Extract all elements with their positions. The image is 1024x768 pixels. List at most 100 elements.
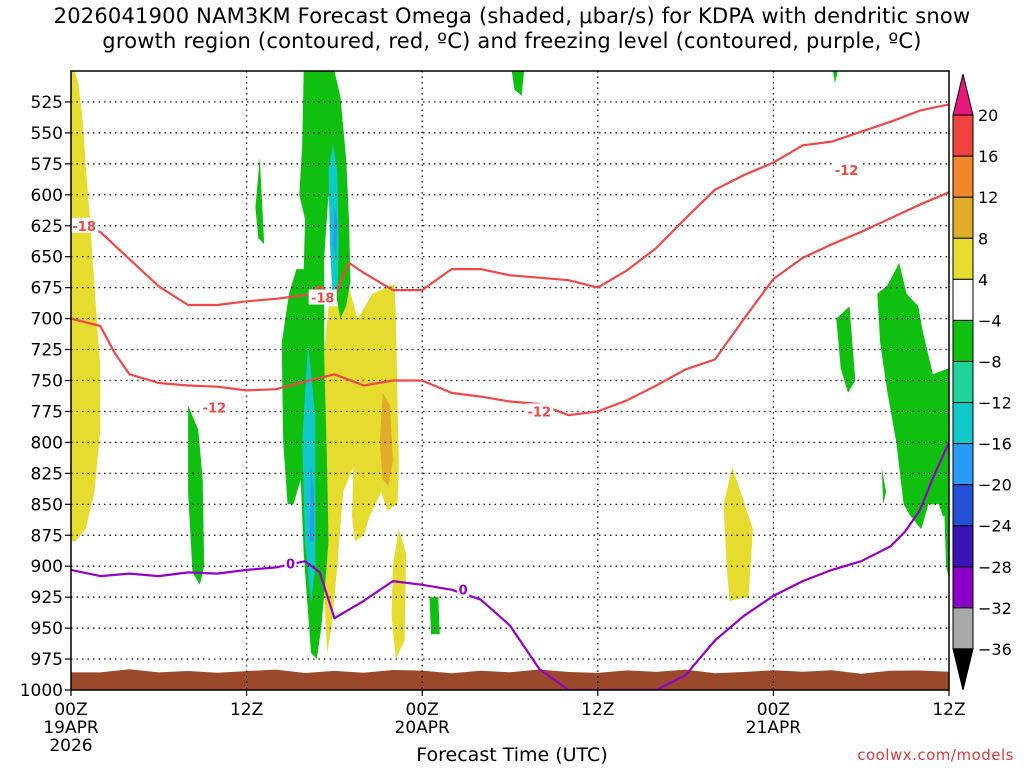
omega-region-18	[332, 207, 338, 257]
y-tick-label-575: 575	[31, 155, 63, 175]
omega-region-7	[188, 405, 205, 585]
colorbar-box-2	[952, 155, 974, 198]
colorbar-label-9: −20	[978, 476, 1012, 495]
colorbar-label-13: −36	[978, 640, 1012, 659]
colorbar-label-6: −8	[978, 352, 1002, 371]
colorbar-label-10: −24	[978, 517, 1012, 536]
y-tick-label-825: 825	[31, 464, 63, 484]
contour-label-4: -12	[835, 164, 859, 179]
contour-label-3: -12	[528, 405, 552, 420]
credit-text: coolwx.com/models	[857, 746, 1014, 764]
y-tick-label-775: 775	[31, 402, 63, 422]
y-tick-label-925: 925	[31, 588, 63, 608]
omega-shading	[71, 71, 949, 659]
colorbar-box-7	[952, 360, 974, 404]
omega-region-11	[836, 306, 856, 393]
y-tick-label-975: 975	[31, 650, 63, 670]
y-tick-label-700: 700	[31, 310, 63, 330]
ground-fill	[71, 669, 949, 690]
plot-frame	[70, 70, 950, 691]
colorbar-bottom-arrow	[952, 648, 974, 691]
contour-label-bg-6	[457, 581, 470, 597]
colorbar-box-4	[952, 237, 974, 280]
omega-region-2	[391, 529, 407, 659]
omega-region-10	[832, 71, 838, 84]
x-tick-label-60: 12Z	[932, 700, 965, 720]
colorbar-box-8	[952, 402, 974, 445]
contour-label-bg-0	[70, 217, 99, 233]
y-axis: 525 550 575 600 625 650 675 700 725 750 775 800 825 8…	[20, 93, 71, 701]
colorbar-box-9	[952, 443, 974, 486]
y-tick-label-675: 675	[31, 279, 63, 299]
x-tick-label-36: 12Z	[581, 700, 614, 720]
contour-label-bg-5	[284, 555, 297, 571]
colorbar-box-3	[952, 196, 974, 239]
contour-0	[71, 103, 949, 307]
omega-region-17	[309, 467, 314, 542]
x-tick-label-24: 00Z	[406, 700, 439, 720]
colorbar-box-1	[952, 114, 974, 157]
omega-region-8	[429, 597, 440, 635]
y-tick-label-1000: 1000	[20, 681, 63, 701]
y-tick-label-900: 900	[31, 557, 63, 577]
x-tick-label-0: 00Z	[54, 700, 87, 720]
contour-label-1: -18	[311, 292, 335, 307]
colorbar-label-2: 12	[978, 188, 998, 207]
colorbar-box-5	[952, 278, 974, 321]
x-date-label-0: 19APR	[43, 718, 99, 738]
contour-label-6: 0	[459, 584, 468, 599]
y-tick-label-650: 650	[31, 248, 63, 268]
colorbar-label-11: −28	[978, 558, 1012, 577]
omega-region-4	[379, 392, 393, 486]
colorbar-label-0: 20	[978, 106, 998, 125]
omega-region-6	[255, 157, 265, 245]
ground-layer	[71, 669, 949, 690]
title-line-1: 2026041900 NAM3KM Forecast Omega (shaded…	[53, 4, 971, 28]
colorbar-top-arrow	[952, 73, 974, 116]
colorbar-box-6	[952, 319, 974, 362]
y-tick-label-600: 600	[31, 186, 63, 206]
contour-label-bg-1	[308, 289, 337, 305]
x-date-label-48: 21APR	[746, 718, 802, 738]
contour-2	[71, 439, 949, 690]
contour-labels: -18 -18 -12 -12 -12 0 0	[70, 162, 861, 599]
contour-label-bg-2	[200, 399, 229, 415]
colorbar: 20 16 12 8 4 −4 −8 −12 −16 −20 −24 −28 −32 −36	[952, 73, 1012, 691]
contour-label-2: -12	[203, 402, 227, 417]
contour-label-0: -18	[72, 220, 96, 235]
grid	[71, 71, 949, 690]
y-tick-label-525: 525	[31, 93, 63, 113]
colorbar-label-7: −12	[978, 394, 1012, 413]
colorbar-label-8: −16	[978, 435, 1012, 454]
omega-region-12	[877, 262, 949, 530]
y-tick-label-800: 800	[31, 433, 63, 453]
omega-region-3	[723, 467, 753, 601]
colorbar-label-5: −4	[978, 311, 1002, 330]
colorbar-label-1: 16	[978, 147, 998, 166]
y-tick-label-725: 725	[31, 341, 63, 361]
omega-region-14	[881, 467, 887, 505]
y-tick-label-550: 550	[31, 124, 63, 144]
colorbar-box-11	[952, 525, 974, 568]
contour-lines	[71, 103, 949, 690]
y-tick-label-850: 850	[31, 495, 63, 515]
y-tick-label-625: 625	[31, 217, 63, 237]
colorbar-box-12	[952, 566, 974, 609]
y-tick-label-875: 875	[31, 526, 63, 546]
colorbar-box-10	[952, 484, 974, 527]
contour-1	[71, 191, 949, 417]
x-tick-label-48: 00Z	[757, 700, 790, 720]
colorbar-label-4: 4	[978, 270, 988, 289]
contour-label-bg-4	[832, 162, 861, 178]
title-line-2: growth region (contoured, red, ºC) and f…	[102, 29, 922, 53]
x-date-label-24: 20APR	[395, 718, 451, 738]
colorbar-label-12: −32	[978, 599, 1012, 618]
y-tick-label-950: 950	[31, 619, 63, 639]
x-axis-title: Forecast Time (UTC)	[416, 744, 608, 766]
colorbar-label-3: 8	[978, 229, 988, 248]
omega-region-9	[511, 71, 525, 96]
x-tick-label-12: 12Z	[230, 700, 263, 720]
y-tick-label-750: 750	[31, 372, 63, 392]
